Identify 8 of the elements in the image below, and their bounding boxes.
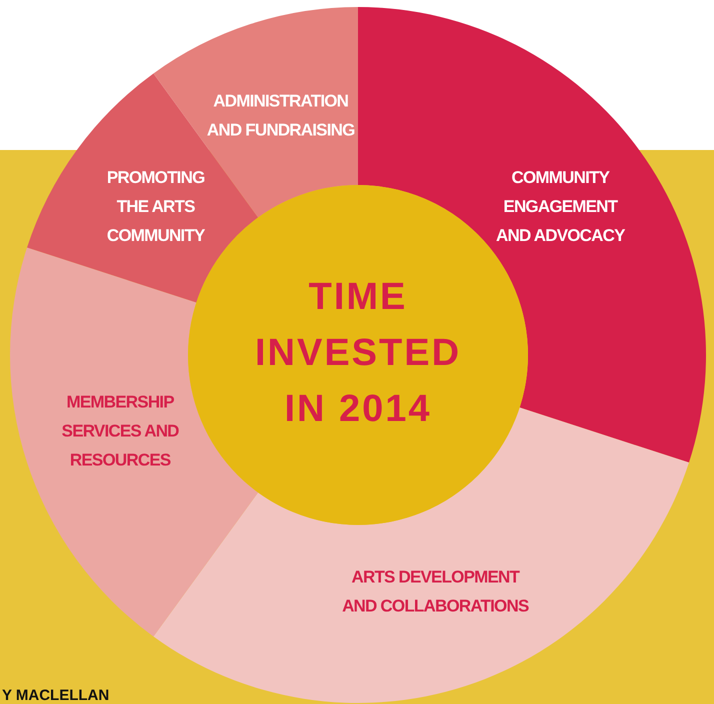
text: TIME INVESTED IN 2014: [254, 276, 462, 430]
slice-label: ARTS DEVELOPMENT AND COLLABORATIONS: [342, 568, 529, 616]
donut-slice: [10, 247, 258, 637]
slice-label: MEMBERSHIP SERVICES AND RESOURCES: [62, 392, 180, 470]
slice-label: COMMUNITY ENGAGEMENT AND ADVOCACY: [496, 168, 626, 246]
slice-label: ADMINISTRATION AND FUNDRAISING: [206, 92, 356, 140]
slice-label: PROMOTING THE ARTS COMMUNITY: [106, 168, 206, 246]
text: Y MACLELLAN: [2, 687, 110, 704]
